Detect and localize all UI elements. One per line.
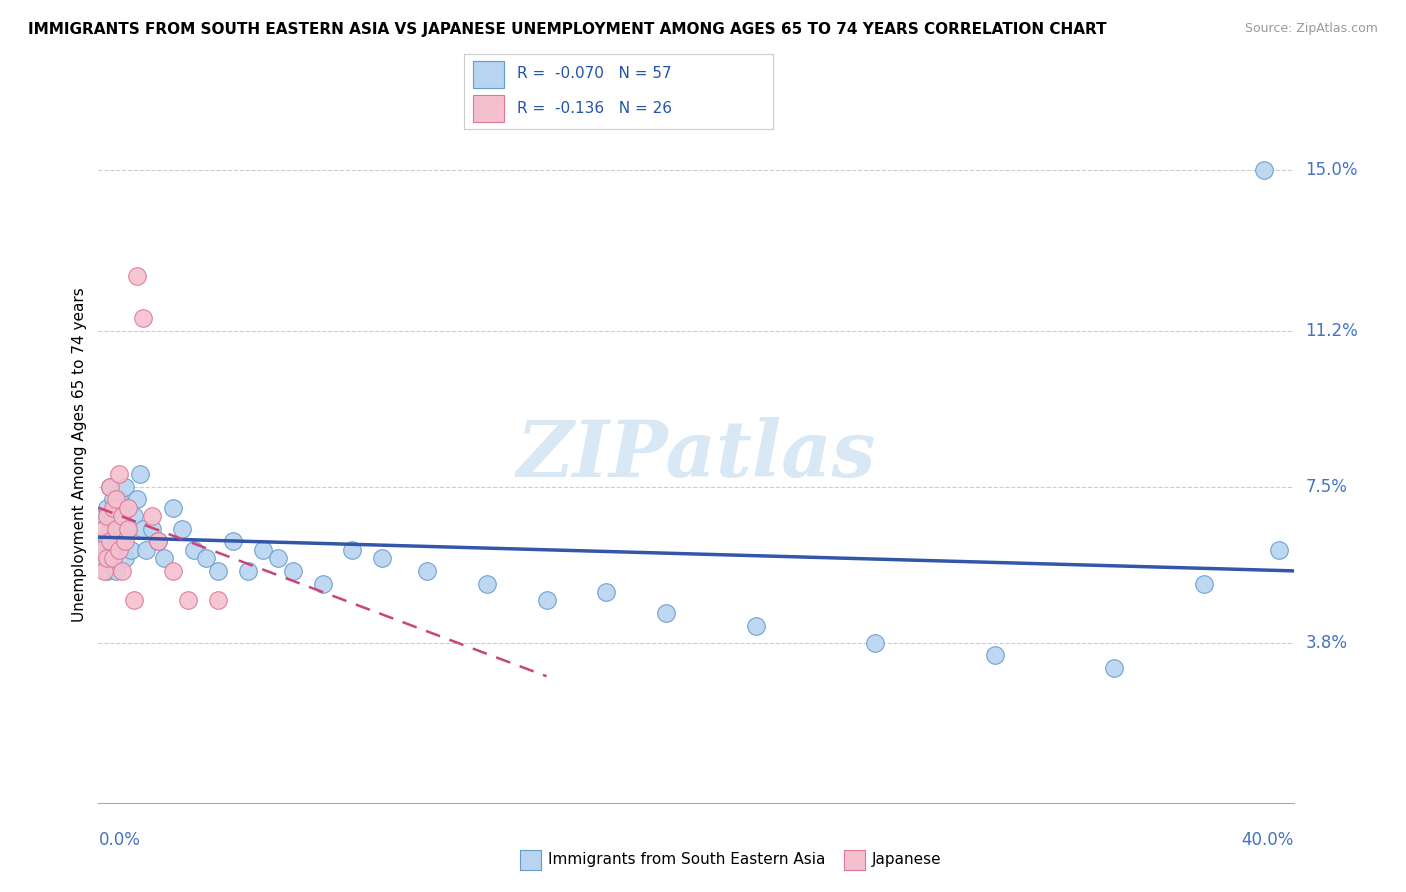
- Point: [98, 551, 122, 566]
- Point: [141, 522, 163, 536]
- Point: [111, 509, 134, 524]
- Point: [162, 564, 184, 578]
- Point: [105, 522, 128, 536]
- Point: [114, 551, 136, 566]
- Point: [311, 576, 333, 591]
- Point: [96, 534, 118, 549]
- Y-axis label: Unemployment Among Ages 65 to 74 years: Unemployment Among Ages 65 to 74 years: [72, 287, 87, 623]
- Point: [267, 551, 290, 566]
- Point: [222, 534, 245, 549]
- Point: [281, 564, 304, 578]
- Point: [120, 542, 142, 557]
- Point: [117, 522, 139, 536]
- Point: [93, 564, 115, 578]
- Point: [1253, 163, 1275, 178]
- Point: [93, 522, 115, 536]
- FancyBboxPatch shape: [474, 95, 505, 122]
- Point: [183, 542, 205, 557]
- Point: [103, 492, 125, 507]
- Point: [98, 522, 122, 536]
- Point: [983, 648, 1005, 663]
- Point: [252, 542, 274, 557]
- Point: [135, 542, 157, 557]
- Point: [105, 492, 128, 507]
- Point: [129, 467, 152, 481]
- Point: [111, 564, 134, 578]
- Point: [108, 542, 131, 557]
- Point: [93, 509, 115, 524]
- Point: [98, 479, 122, 493]
- Text: Immigrants from South Eastern Asia: Immigrants from South Eastern Asia: [548, 853, 825, 867]
- Point: [127, 268, 149, 283]
- Point: [475, 576, 498, 591]
- Point: [207, 593, 229, 607]
- Point: [117, 500, 139, 515]
- Point: [103, 542, 125, 557]
- Point: [132, 310, 155, 325]
- Text: ZIPatlas: ZIPatlas: [516, 417, 876, 493]
- Point: [98, 534, 122, 549]
- Text: 40.0%: 40.0%: [1241, 830, 1294, 848]
- Point: [90, 542, 112, 557]
- Point: [103, 500, 125, 515]
- Text: R =  -0.136   N = 26: R = -0.136 N = 26: [516, 101, 672, 116]
- Point: [132, 522, 155, 536]
- Point: [105, 500, 128, 515]
- Text: IMMIGRANTS FROM SOUTH EASTERN ASIA VS JAPANESE UNEMPLOYMENT AMONG AGES 65 TO 74 : IMMIGRANTS FROM SOUTH EASTERN ASIA VS JA…: [28, 22, 1107, 37]
- Point: [177, 593, 200, 607]
- Point: [141, 509, 163, 524]
- Point: [236, 564, 259, 578]
- Point: [124, 509, 146, 524]
- Point: [865, 635, 887, 649]
- Text: R =  -0.070   N = 57: R = -0.070 N = 57: [516, 67, 671, 81]
- Text: 11.2%: 11.2%: [1305, 321, 1358, 340]
- Point: [96, 509, 118, 524]
- Point: [207, 564, 229, 578]
- Text: 7.5%: 7.5%: [1305, 477, 1347, 496]
- Point: [342, 542, 364, 557]
- Point: [595, 585, 617, 599]
- Point: [127, 492, 149, 507]
- Point: [1267, 542, 1289, 557]
- Point: [96, 564, 118, 578]
- Point: [655, 606, 678, 620]
- Point: [745, 618, 768, 632]
- Point: [90, 534, 112, 549]
- Point: [103, 509, 125, 524]
- Point: [162, 500, 184, 515]
- Point: [148, 534, 170, 549]
- Point: [93, 551, 115, 566]
- Point: [103, 551, 125, 566]
- Text: Japanese: Japanese: [872, 853, 942, 867]
- Point: [148, 534, 170, 549]
- Point: [194, 551, 218, 566]
- Point: [105, 522, 128, 536]
- Point: [114, 479, 136, 493]
- Point: [1192, 576, 1215, 591]
- Point: [108, 467, 131, 481]
- Point: [416, 564, 439, 578]
- Text: 3.8%: 3.8%: [1305, 633, 1347, 651]
- Point: [96, 500, 118, 515]
- Point: [117, 500, 139, 515]
- Point: [105, 564, 128, 578]
- Point: [1104, 661, 1126, 675]
- Point: [108, 492, 131, 507]
- Text: Source: ZipAtlas.com: Source: ZipAtlas.com: [1244, 22, 1378, 36]
- Point: [111, 530, 134, 544]
- Text: 15.0%: 15.0%: [1305, 161, 1358, 179]
- Point: [96, 551, 118, 566]
- FancyBboxPatch shape: [474, 62, 505, 87]
- Point: [114, 534, 136, 549]
- Point: [172, 522, 194, 536]
- Point: [117, 522, 139, 536]
- Text: 0.0%: 0.0%: [98, 830, 141, 848]
- Point: [108, 542, 131, 557]
- Point: [153, 551, 176, 566]
- Point: [536, 593, 558, 607]
- Point: [371, 551, 394, 566]
- Point: [98, 479, 122, 493]
- Point: [124, 593, 146, 607]
- Point: [111, 509, 134, 524]
